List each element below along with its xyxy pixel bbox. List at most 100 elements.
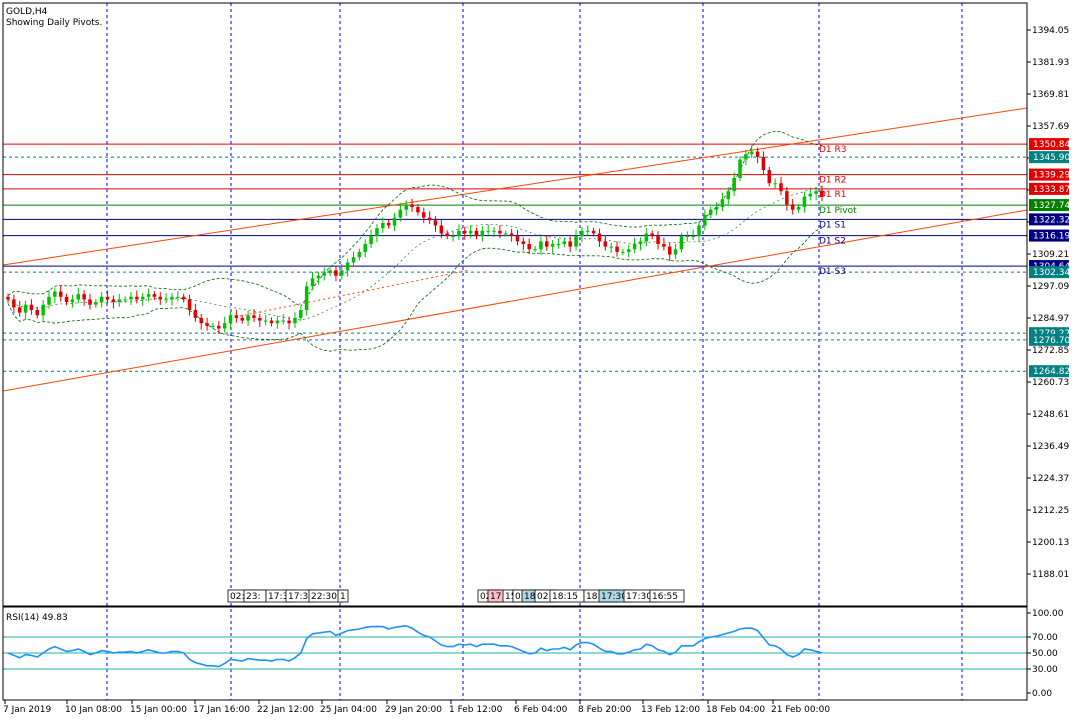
session-label-text: 23: bbox=[246, 592, 260, 602]
pivot-label: D1 Pivot bbox=[819, 206, 857, 216]
candle-body bbox=[170, 296, 174, 300]
candle-body bbox=[691, 236, 695, 238]
candle-body bbox=[468, 230, 473, 234]
price-tag-label: 1327.74 bbox=[1033, 201, 1070, 211]
candle-body bbox=[749, 151, 754, 155]
candle-body bbox=[509, 233, 514, 237]
candle-body bbox=[363, 243, 367, 252]
candle-body bbox=[638, 241, 643, 244]
candle-body bbox=[410, 204, 414, 208]
candle-body bbox=[767, 170, 772, 184]
pivot-label: D1 R3 bbox=[819, 145, 847, 155]
candle-body bbox=[422, 212, 426, 218]
price-tag-label: 1302.34 bbox=[1033, 268, 1070, 278]
chart-subtitle: Showing Daily Pivots. bbox=[6, 18, 102, 28]
candle-body bbox=[205, 323, 209, 326]
candle-body bbox=[135, 296, 139, 300]
session-label-text: 22:30 bbox=[311, 592, 337, 602]
candle-body bbox=[240, 317, 245, 321]
price-tick-label: 1260.73 bbox=[1032, 378, 1069, 388]
candle-body bbox=[621, 251, 625, 253]
time-tick-label: 25 Jan 04:00 bbox=[320, 705, 377, 715]
candle-body bbox=[82, 294, 86, 300]
candle-body bbox=[802, 196, 807, 208]
pivot-label: D1 R2 bbox=[819, 176, 847, 186]
candle-body bbox=[808, 193, 813, 197]
bands-layer bbox=[7, 130, 823, 352]
candle-body bbox=[392, 217, 397, 226]
candle-body bbox=[580, 230, 584, 237]
price-tag-label: 1322.32 bbox=[1033, 215, 1070, 225]
candle-body bbox=[457, 230, 461, 237]
candle-body bbox=[790, 204, 795, 210]
candle-body bbox=[744, 154, 748, 160]
candle-body bbox=[164, 299, 168, 301]
price-tag-label: 1264.82 bbox=[1033, 367, 1070, 377]
session-label-box bbox=[337, 589, 349, 603]
price-tick-label: 1357.69 bbox=[1032, 122, 1069, 132]
candle-body bbox=[527, 243, 531, 250]
session-label-text: 1 bbox=[340, 592, 346, 602]
price-tick-label: 1381.93 bbox=[1032, 58, 1069, 68]
candle-body bbox=[732, 177, 736, 192]
candle-body bbox=[796, 207, 801, 210]
time-tick-label: 10 Jan 08:00 bbox=[65, 705, 122, 715]
time-tick-label: 22 Jan 12:00 bbox=[257, 705, 314, 715]
candle-body bbox=[609, 246, 613, 248]
candle-body bbox=[234, 315, 239, 318]
candle-body bbox=[615, 246, 619, 252]
price-tag bbox=[1029, 213, 1069, 226]
candle-body bbox=[351, 257, 356, 263]
candle-body bbox=[17, 307, 22, 313]
candle-body bbox=[679, 236, 684, 250]
candle-body bbox=[486, 230, 490, 232]
session-label-text: 17:30 bbox=[601, 592, 627, 602]
band-upper bbox=[7, 130, 823, 308]
candle-body bbox=[726, 191, 731, 200]
session-label-text: 15 bbox=[505, 592, 516, 602]
price-tag bbox=[1029, 229, 1069, 242]
time-tick-label: 21 Feb 00:00 bbox=[771, 705, 830, 715]
price-tick-label: 1369.81 bbox=[1032, 90, 1069, 100]
price-tick-label: 1248.61 bbox=[1032, 410, 1069, 420]
candle-body bbox=[697, 225, 701, 237]
candle-body bbox=[281, 320, 285, 322]
candle-body bbox=[123, 299, 127, 301]
price-tag bbox=[1029, 182, 1069, 195]
candle-body bbox=[585, 230, 590, 232]
pivot-label: D1 S3 bbox=[819, 267, 846, 277]
candle-body bbox=[252, 315, 256, 318]
candle-body bbox=[76, 294, 81, 300]
candle-body bbox=[656, 236, 660, 244]
candle-body bbox=[504, 233, 508, 235]
price-tick-label: 1309.21 bbox=[1032, 250, 1069, 260]
candle-body bbox=[755, 151, 760, 157]
candle-body bbox=[714, 207, 719, 210]
pivot-label: D1 R1 bbox=[819, 190, 847, 200]
price-tag bbox=[1029, 151, 1069, 164]
candle-body bbox=[199, 317, 204, 324]
price-tag-label: 1345.90 bbox=[1033, 153, 1070, 163]
price-tag bbox=[1029, 138, 1069, 151]
time-tick-label: 8 Feb 20:00 bbox=[578, 705, 632, 715]
session-label-text: 02: bbox=[537, 592, 551, 602]
candle-body bbox=[597, 233, 602, 242]
candle-body bbox=[287, 320, 291, 324]
session-label-box bbox=[649, 589, 685, 603]
candle-body bbox=[88, 299, 92, 305]
session-label-text: 17:3 bbox=[268, 592, 288, 602]
candle-body bbox=[480, 230, 485, 237]
rsi-panel: RSI(14) 49.83 100.00 70.00 50.00 30.00 0.00 bbox=[3, 609, 1064, 699]
session-label-text: 17:3 bbox=[288, 592, 308, 602]
candle-body bbox=[222, 323, 227, 329]
candle-body bbox=[117, 299, 122, 303]
price-tick-label: 1212.25 bbox=[1032, 506, 1069, 516]
candle-body bbox=[463, 230, 467, 234]
candle-body bbox=[820, 191, 824, 197]
band-middle bbox=[7, 186, 823, 321]
price-tick-label: 1188.01 bbox=[1032, 570, 1069, 580]
candle-body bbox=[53, 291, 57, 297]
candle-body bbox=[275, 320, 280, 324]
candle-body bbox=[322, 273, 326, 276]
